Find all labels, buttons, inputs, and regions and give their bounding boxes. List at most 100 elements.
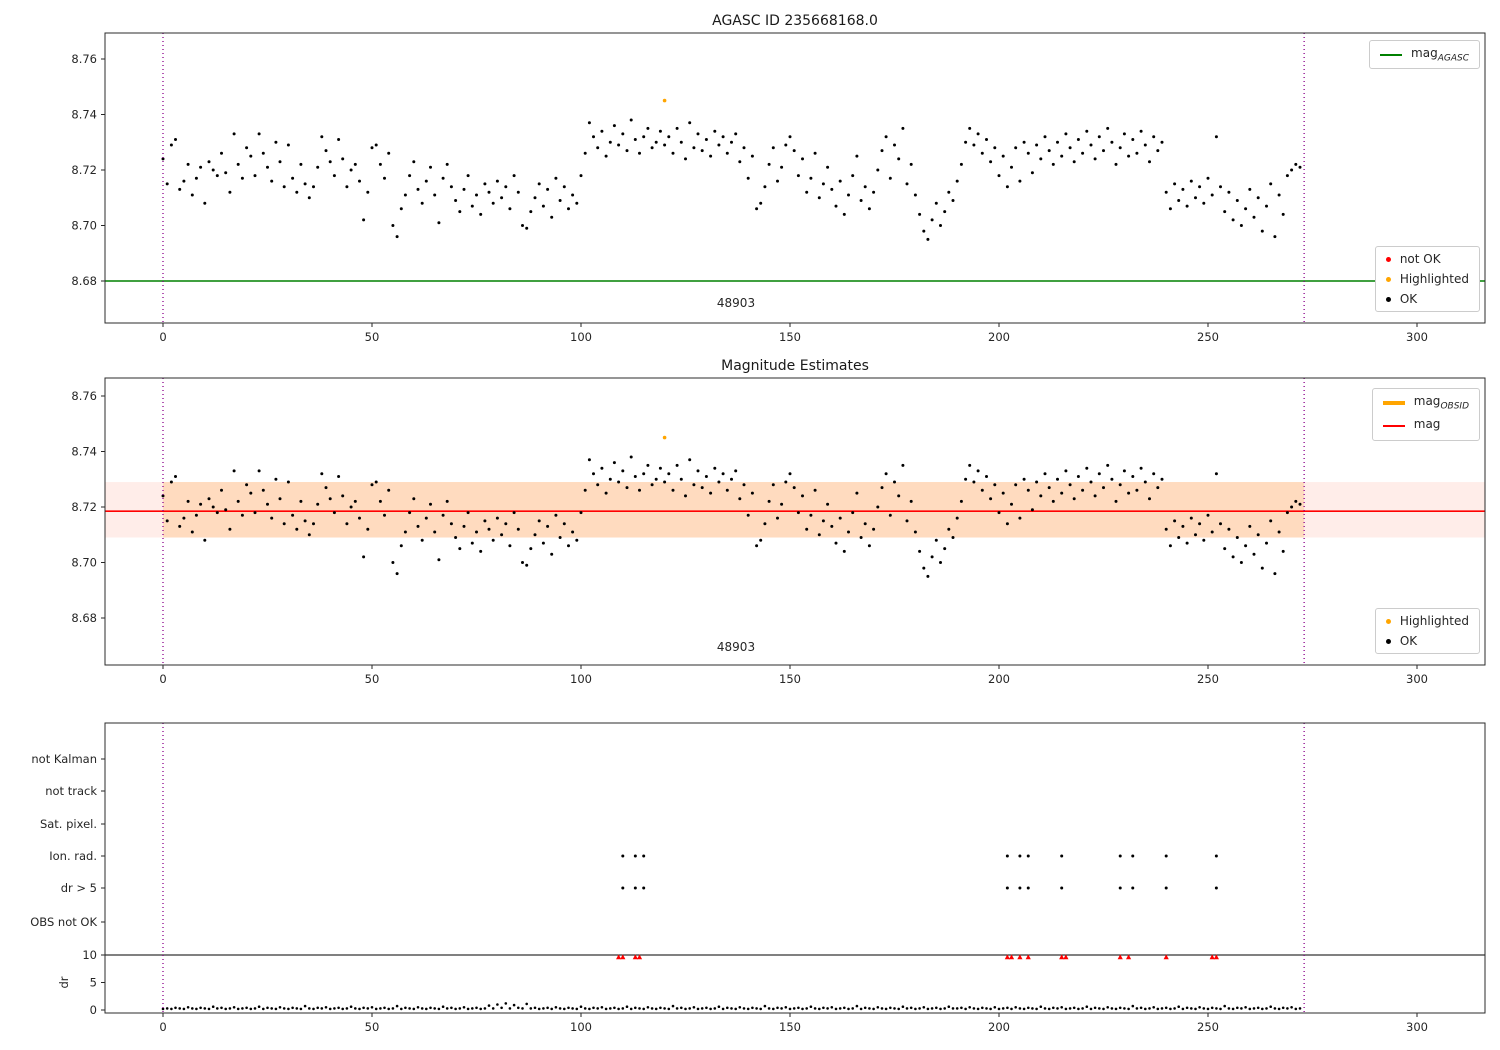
ok-point: [554, 513, 558, 517]
dr-over10-point: [1213, 954, 1219, 960]
ok-point: [1076, 475, 1080, 478]
ok-point: [249, 491, 253, 495]
ok-point: [495, 516, 499, 520]
ok-point: [383, 176, 386, 180]
ok-point: [880, 486, 884, 490]
dr-over10-point: [1125, 954, 1132, 960]
dr-point: [989, 1007, 992, 1011]
dr-point: [843, 1006, 846, 1010]
dr-point: [1269, 1005, 1272, 1008]
ok-point: [646, 463, 650, 467]
dr-point: [830, 1006, 834, 1009]
ok-point: [1156, 149, 1160, 153]
ok-point: [437, 558, 441, 562]
ion-rad-point: [1005, 854, 1009, 858]
dr-point: [772, 1007, 775, 1011]
ok-point: [1005, 185, 1009, 189]
ok-point: [374, 143, 378, 147]
ok-point: [671, 151, 675, 155]
dr-point: [563, 1007, 566, 1011]
ok-point: [1085, 129, 1089, 133]
y-tick-label: 8.76: [71, 389, 97, 403]
ok-point: [1118, 146, 1122, 150]
legend-entry-mag-obsid: magOBSID: [1382, 394, 1469, 411]
ok-point: [508, 544, 512, 548]
dr-point: [203, 1007, 207, 1010]
ok-point: [801, 157, 804, 161]
ok-point: [341, 494, 345, 498]
ok-point: [395, 572, 399, 576]
ok-point: [851, 174, 855, 178]
ok-point: [320, 135, 324, 139]
ok-point: [215, 511, 219, 515]
x-tick-label: 50: [365, 672, 380, 686]
ok-point: [420, 201, 424, 205]
dr-point: [826, 1007, 829, 1010]
ok-point: [504, 522, 508, 526]
ok-point: [1081, 488, 1085, 492]
ok-point: [1127, 491, 1131, 495]
dr-point: [801, 1007, 804, 1011]
dr-over10-point: [1063, 954, 1069, 960]
dr-point: [855, 1004, 859, 1008]
ok-point: [713, 129, 717, 133]
ok-point: [629, 118, 633, 122]
ok-point: [190, 530, 194, 534]
dr-point: [1244, 1006, 1247, 1009]
ok-point: [867, 207, 871, 211]
dr-point: [354, 1007, 357, 1010]
ok-point: [1252, 215, 1256, 219]
ok-point: [324, 486, 328, 490]
dr-point: [1177, 1005, 1180, 1008]
ok-point: [286, 143, 290, 147]
ok-point: [571, 530, 575, 534]
dr-point: [634, 1006, 637, 1010]
ok-point: [245, 483, 249, 487]
ok-point: [1102, 149, 1105, 153]
ok-point: [337, 475, 341, 478]
ok-point: [934, 201, 938, 205]
ok-point: [512, 174, 516, 178]
dr-point: [533, 1006, 537, 1010]
ok-point: [709, 491, 713, 495]
ok-point: [224, 508, 228, 512]
ok-point: [997, 511, 1001, 515]
dr-point: [370, 1006, 374, 1009]
dr-over10-point: [616, 954, 622, 960]
ok-point: [1035, 143, 1039, 147]
ok-point: [658, 466, 662, 470]
dr-point: [462, 1006, 466, 1009]
ok-point: [922, 229, 926, 233]
ok-point: [579, 511, 583, 515]
dr-point: [471, 1007, 474, 1010]
dr-point: [872, 1007, 875, 1011]
ok-point: [893, 143, 896, 147]
ok-point: [232, 132, 236, 136]
ok-point: [1219, 185, 1222, 189]
ok-point: [261, 151, 265, 155]
x-tick-label: 50: [365, 1020, 380, 1034]
dr-point: [1252, 1007, 1256, 1010]
dr-over10-point: [1004, 954, 1010, 960]
legend-entry-not-ok: not OK: [1385, 252, 1469, 266]
ok-point: [633, 138, 637, 141]
ok-point: [1269, 519, 1273, 523]
ok-point: [1122, 469, 1126, 473]
dr-point: [508, 1007, 512, 1010]
plot2-line-legend: magOBSID mag: [1371, 388, 1480, 441]
dr-point: [274, 1007, 278, 1011]
dr-point: [659, 1006, 662, 1010]
ok-point: [370, 483, 374, 487]
ok-point: [437, 221, 441, 225]
ok-point: [533, 196, 537, 200]
ok-point: [537, 519, 541, 523]
ok-point: [646, 126, 650, 130]
dr-point: [349, 1005, 353, 1008]
legend-label: magAGASC: [1411, 46, 1469, 64]
dr-point: [1043, 1007, 1047, 1010]
dr-point: [1056, 1007, 1059, 1010]
ok-point: [1056, 140, 1059, 144]
ok-point: [178, 524, 182, 528]
ok-point: [1298, 165, 1302, 169]
ok-point: [1168, 544, 1172, 548]
